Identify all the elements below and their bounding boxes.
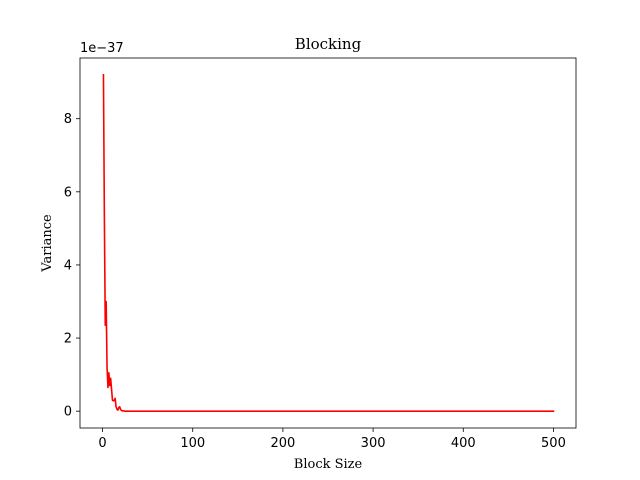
y-tick-label: 4: [64, 258, 72, 273]
y-tick-label: 2: [64, 332, 72, 347]
chart-title: Blocking: [295, 35, 362, 53]
x-tick-label: 500: [541, 436, 566, 451]
x-tick-label: 0: [98, 436, 106, 451]
series-line: [102, 74, 555, 412]
x-tick-label: 300: [361, 436, 386, 451]
y-axis: 0 2 4 6 8: [64, 112, 80, 420]
x-axis-label: Block Size: [294, 457, 363, 472]
x-tick-label: 200: [270, 436, 295, 451]
plot-layer: [102, 74, 555, 412]
plot-frame: [79, 57, 577, 429]
y-tick-label: 0: [64, 405, 72, 420]
x-tick-label: 100: [180, 436, 205, 451]
axis-offset-text: 1e−37: [80, 41, 124, 56]
y-tick-label: 6: [64, 185, 72, 200]
x-axis: 0 100 200 300 400 500: [98, 428, 566, 451]
y-tick-label: 8: [64, 112, 72, 127]
x-tick-label: 400: [451, 436, 476, 451]
y-axis-label: Variance: [40, 214, 55, 273]
